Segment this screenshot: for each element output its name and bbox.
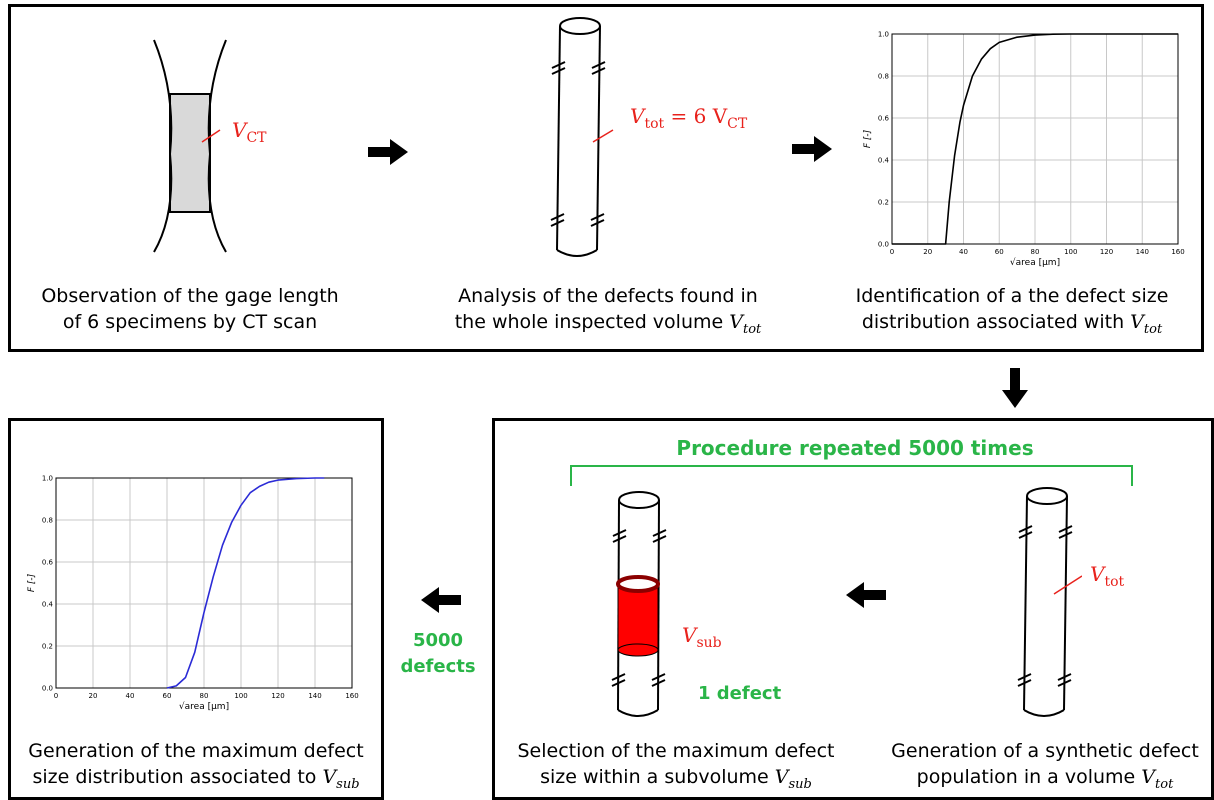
series-line [892, 33, 1178, 245]
x-tick-label: 120 [271, 692, 284, 700]
y-tick-label: 0.6 [878, 115, 890, 123]
vtot-equation-label: Vtot = 6 VCT [630, 104, 748, 132]
specimen-ct-figure [153, 39, 227, 253]
y-tick-label: 0.0 [878, 241, 889, 249]
x-tick-label: 80 [200, 692, 209, 700]
y-tick-label: 0.4 [878, 157, 890, 165]
y-tick-label: 0.6 [42, 559, 54, 567]
x-tick-label: 20 [923, 248, 932, 256]
cylinder-vtot-figure [550, 17, 614, 257]
x-tick-label: 140 [308, 692, 321, 700]
left-arrow-2 [846, 582, 886, 608]
x-tick-label: 40 [959, 248, 968, 256]
x-tick-label: 80 [1031, 248, 1040, 256]
procedure-bracket [570, 465, 1133, 486]
x-tick-label: 60 [995, 248, 1004, 256]
x-axis-label: √area [μm] [1010, 257, 1060, 268]
right-arrow-2 [792, 136, 832, 162]
caption-max-distribution: Generation of the maximum defect size di… [28, 740, 364, 792]
y-axis-label: F [-] [863, 129, 873, 148]
x-tick-label: 140 [1136, 248, 1149, 256]
y-tick-label: 1.0 [42, 475, 53, 483]
down-arrow [1002, 368, 1028, 408]
x-tick-label: 0 [890, 248, 894, 256]
x-tick-label: 100 [1064, 248, 1077, 256]
max-defect-cdf-chart: 0 20 40 60 80 100 120 140 160 0.0 0.2 0.4 0.6 0.8 1.0 √… [27, 475, 359, 713]
caption-max-selection: Selection of the maximum defect size wit… [517, 740, 835, 792]
y-tick-label: 1.0 [878, 31, 889, 39]
y-tick-label: 0.0 [42, 685, 53, 693]
x-tick-label: 60 [163, 692, 172, 700]
vsub-label: Vsub [682, 623, 722, 651]
right-arrow-1 [368, 139, 408, 165]
caption-synthetic-generation: Generation of a synthetic defect populat… [891, 740, 1199, 792]
caption-ct-observation: Observation of the gage length of 6 spec… [41, 285, 339, 333]
plot-frame [55, 477, 353, 689]
one-defect-label: 1 defect [698, 683, 782, 704]
x-tick-label: 160 [1171, 248, 1184, 256]
defect-size-cdf-chart: 0 20 40 60 80 100 120 140 160 0.0 0.2 0.4 0.6 0.8 1.0 √… [863, 31, 1185, 269]
bottom-left-panel [8, 418, 384, 800]
cylinder-vsub-figure [611, 491, 667, 717]
x-tick-label: 0 [54, 692, 58, 700]
caption-distribution-identification: Identification of a the defect size dist… [855, 285, 1169, 337]
x-tick-label: 120 [1100, 248, 1113, 256]
y-tick-label: 0.2 [878, 199, 889, 207]
defects-count-label: 5000 defects [400, 630, 476, 677]
cylinder-synthetic-figure [1017, 487, 1082, 717]
caption-defect-analysis: Analysis of the defects found in the who… [454, 285, 762, 337]
series-line [166, 477, 325, 689]
x-tick-label: 100 [234, 692, 247, 700]
procedure-label: Procedure repeated 5000 times [676, 436, 1034, 460]
bottom-right-panel [492, 418, 1214, 800]
x-tick-label: 160 [345, 692, 358, 700]
left-arrow-1 [421, 587, 461, 613]
x-tick-label: 40 [126, 692, 135, 700]
plot-frame [891, 33, 1179, 245]
x-tick-label: 20 [89, 692, 98, 700]
x-axis-label: √area [μm] [179, 701, 229, 712]
y-tick-label: 0.2 [42, 643, 53, 651]
y-axis-label: F [-] [27, 573, 37, 592]
y-tick-label: 0.8 [42, 517, 53, 525]
y-tick-label: 0.4 [42, 601, 54, 609]
vct-label: VCT [232, 118, 267, 146]
vtot-label: Vtot [1090, 562, 1125, 590]
y-tick-label: 0.8 [878, 73, 889, 81]
